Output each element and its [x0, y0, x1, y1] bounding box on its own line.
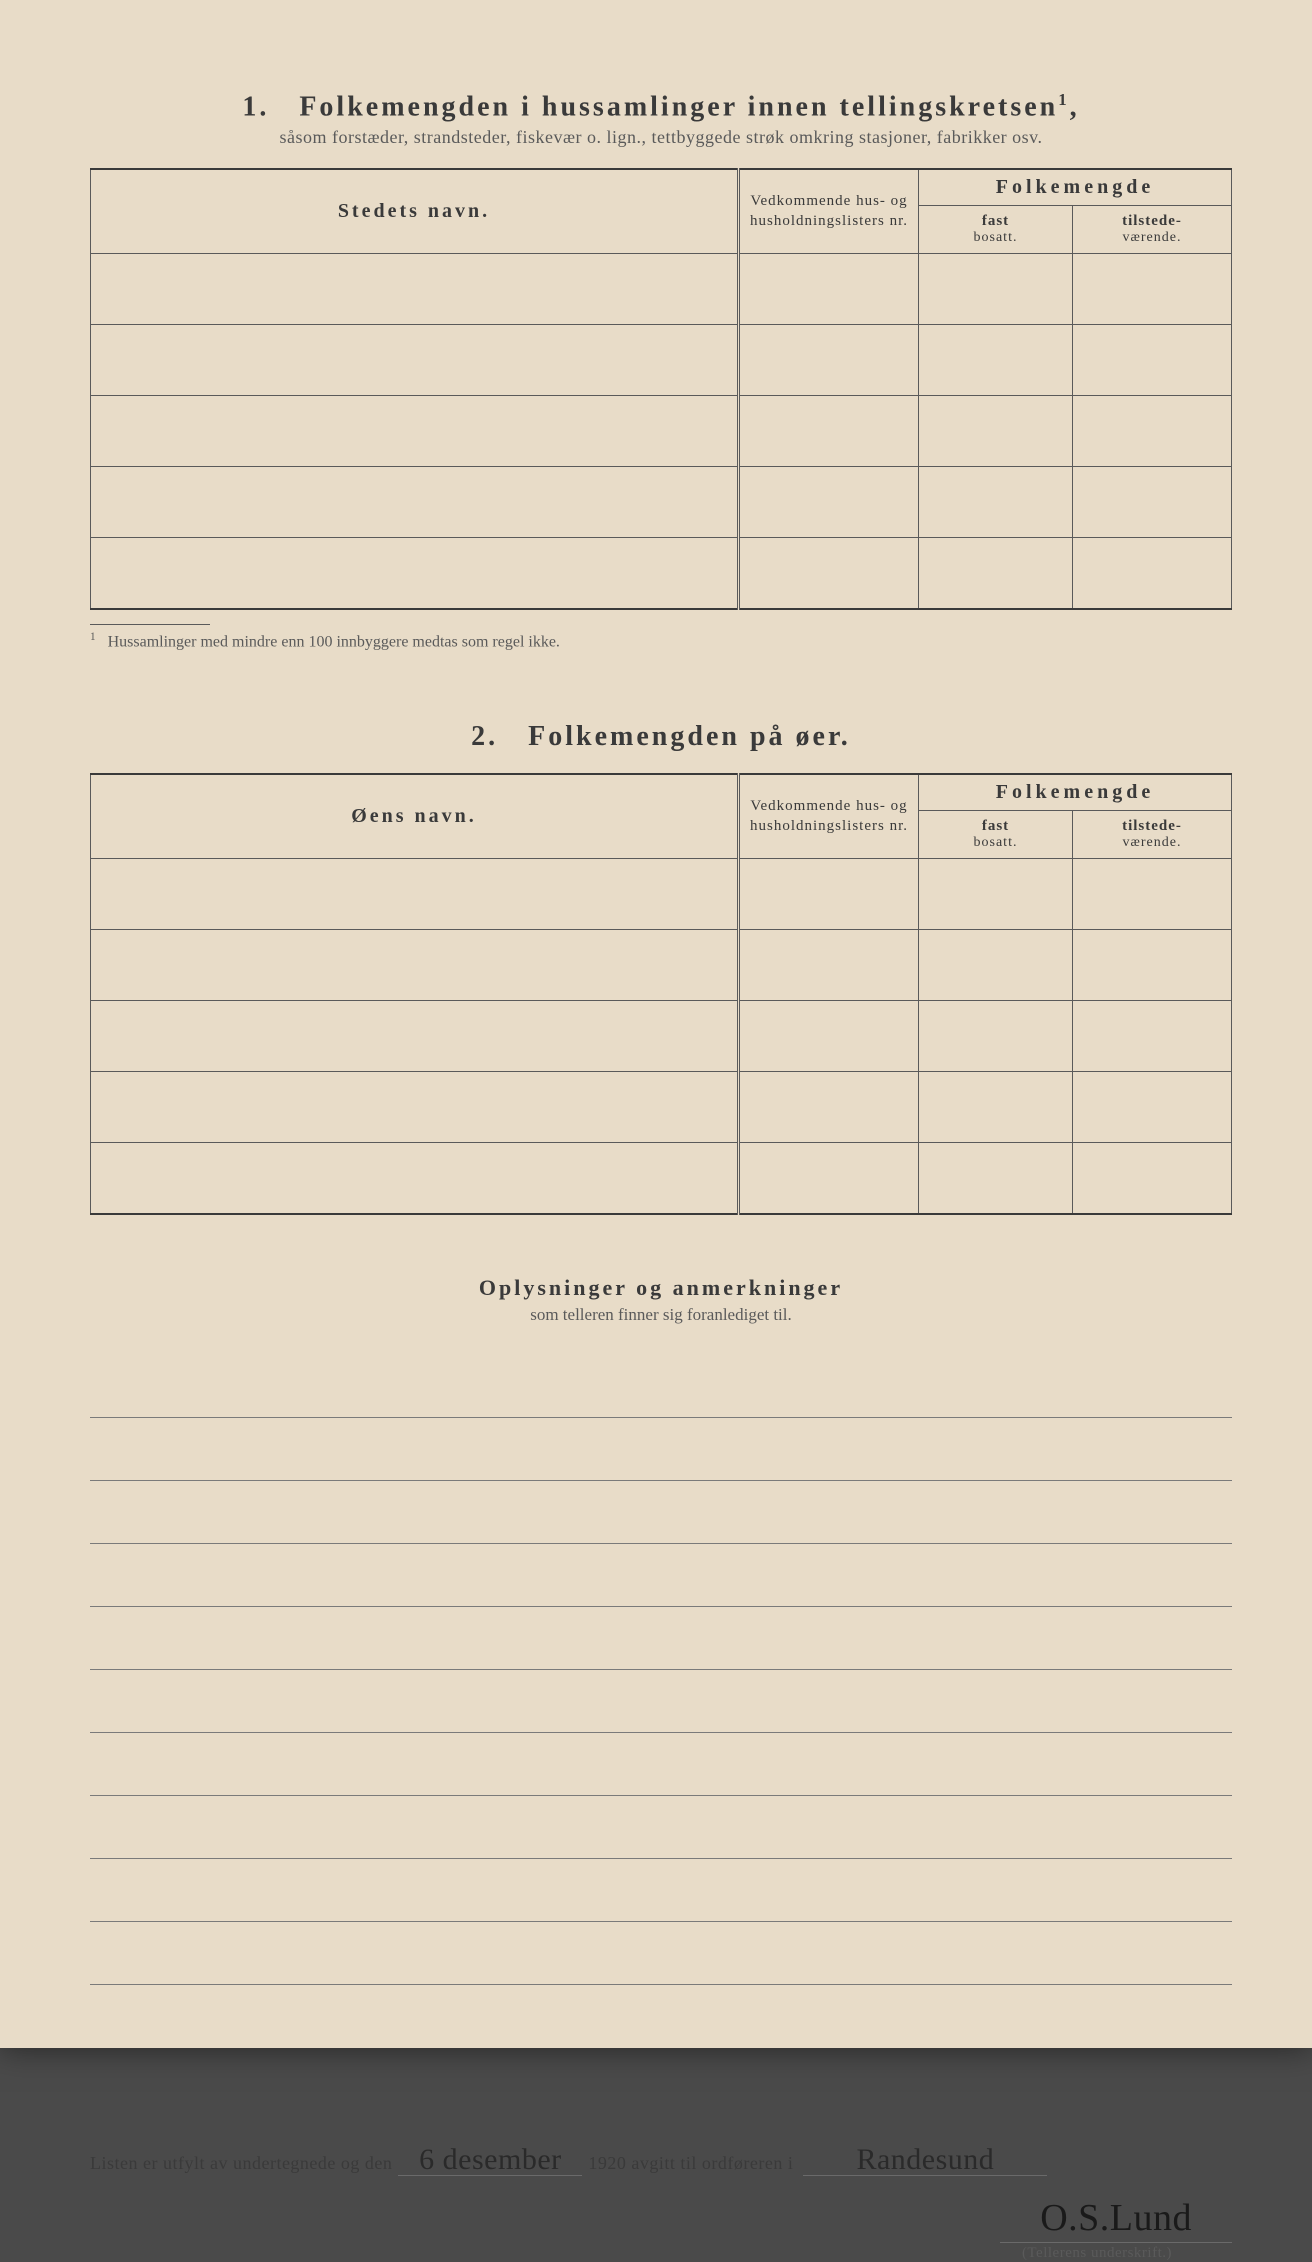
- footnote-text: Hussamlinger med mindre enn 100 innbygge…: [108, 633, 560, 650]
- sig-pre: Listen er utfylt av undertegnede og den: [90, 2153, 392, 2174]
- sig-date: 6 desember: [398, 2145, 582, 2176]
- signature-block: Listen er utfylt av undertegnede og den …: [90, 2145, 1232, 2262]
- sig-place: Randesund: [803, 2145, 1047, 2176]
- table-row: [91, 538, 1232, 610]
- table1-col-fast: fast bosatt.: [919, 206, 1073, 254]
- oply-title: Oplysninger og anmerkninger: [90, 1275, 1232, 1301]
- table2-col-ved: Vedkommende hus- og husholdningslisters …: [739, 774, 919, 858]
- table-row: [91, 467, 1232, 538]
- table-row: [91, 1072, 1232, 1143]
- table1-group-head: Folkemengde: [919, 169, 1232, 206]
- footnote: 1 Hussamlinger med mindre enn 100 innbyg…: [90, 631, 1232, 651]
- footnote-num: 1: [90, 631, 96, 643]
- table1-fast-top: fast: [982, 213, 1009, 229]
- table1-body: [91, 254, 1232, 610]
- ruled-line: [90, 1355, 1232, 1418]
- table-row: [91, 325, 1232, 396]
- sig-year: 1920: [588, 2153, 626, 2174]
- section2-title: 2. Folkemengden på øer.: [90, 721, 1232, 753]
- ruled-line: [90, 1607, 1232, 1670]
- table-row: [91, 930, 1232, 1001]
- ruled-line: [90, 1796, 1232, 1859]
- table-row: [91, 859, 1232, 930]
- table1-col-ved: Vedkommende hus- og husholdningslisters …: [739, 169, 919, 253]
- table1-fast-bot: bosatt.: [923, 230, 1068, 247]
- signature-declaration: Listen er utfylt av undertegnede og den …: [90, 2145, 1232, 2176]
- ruled-line: [90, 1733, 1232, 1796]
- section1-number: 1.: [242, 91, 269, 122]
- sig-mid: avgitt til ordføreren i: [631, 2153, 793, 2174]
- section1-title-text: Folkemengden i hussamlinger innen tellin…: [299, 91, 1058, 122]
- table2-col-name: Øens navn.: [91, 774, 739, 858]
- ruled-line: [90, 1859, 1232, 1922]
- footnote-rule: [90, 624, 210, 625]
- table2-til-bot: værende.: [1077, 835, 1227, 852]
- table2-col-fast: fast bosatt.: [919, 811, 1073, 859]
- ruled-line: [90, 1922, 1232, 1985]
- table1-til-top: tilstede-: [1122, 213, 1182, 229]
- table1-col-til: tilstede- værende.: [1073, 206, 1232, 254]
- section2-title-text: Folkemengden på øer.: [528, 721, 851, 752]
- section1-title-sup: 1: [1058, 90, 1069, 109]
- ruled-line: [90, 1670, 1232, 1733]
- table-row: [91, 1143, 1232, 1215]
- oply-sub: som telleren finner sig foranlediget til…: [90, 1305, 1232, 1325]
- ruled-line: [90, 1544, 1232, 1607]
- table1-til-bot: værende.: [1077, 230, 1227, 247]
- section1-title: 1. Folkemengden i hussamlinger innen tel…: [90, 90, 1232, 123]
- signature-scrawl: O.S.Lund: [1000, 2196, 1232, 2243]
- section2-number: 2.: [471, 721, 498, 752]
- table2-fast-top: fast: [982, 818, 1009, 834]
- table2-group-head: Folkemengde: [919, 774, 1232, 811]
- census-form-page: 1. Folkemengden i hussamlinger innen tel…: [0, 0, 1312, 2048]
- table2-til-top: tilstede-: [1122, 818, 1182, 834]
- table1: Stedets navn. Vedkommende hus- og hushol…: [90, 168, 1232, 610]
- table-row: [91, 1001, 1232, 1072]
- ruled-line: [90, 1481, 1232, 1544]
- table-row: [91, 396, 1232, 467]
- table2-body: [91, 859, 1232, 1215]
- table2-col-til: tilstede- værende.: [1073, 811, 1232, 859]
- signature-area: O.S.Lund: [90, 2196, 1232, 2243]
- signature-caption: (Tellerens underskrift.): [90, 2245, 1232, 2262]
- section1-subtitle: såsom forstæder, strandsteder, fiskevær …: [90, 127, 1232, 148]
- table2: Øens navn. Vedkommende hus- og husholdni…: [90, 773, 1232, 1215]
- table-row: [91, 254, 1232, 325]
- ruled-lines: [90, 1355, 1232, 1985]
- ruled-line: [90, 1418, 1232, 1481]
- table1-col-name: Stedets navn.: [91, 169, 739, 253]
- table2-fast-bot: bosatt.: [923, 835, 1068, 852]
